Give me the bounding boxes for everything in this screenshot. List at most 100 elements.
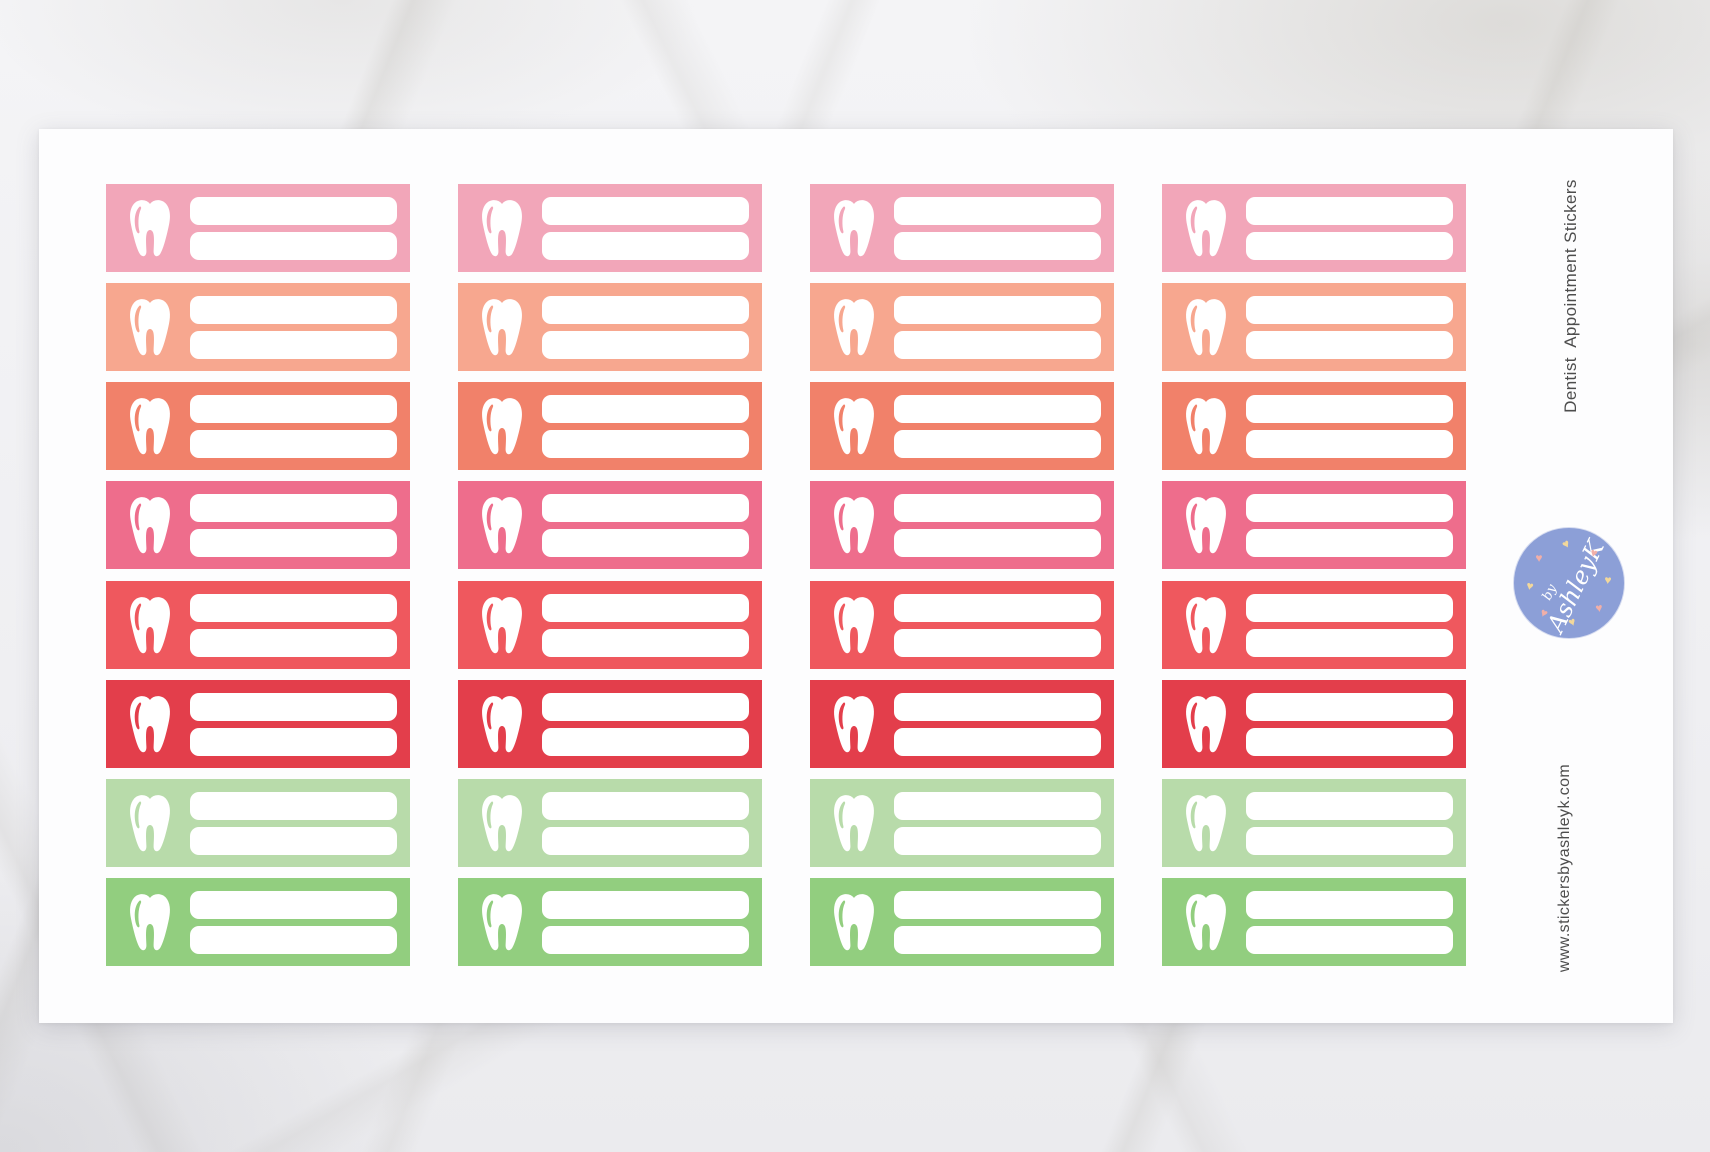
writing-line [894, 197, 1101, 225]
sticker-green-col2 [458, 878, 762, 967]
sticker-red-coral-col1 [106, 580, 410, 669]
writing-line [190, 331, 397, 360]
sticker-red-col2 [458, 679, 762, 768]
sticker-sheet: Dentist Appointment Stickers by AshleyK … [39, 129, 1673, 1023]
writing-line [542, 331, 749, 360]
writing-line [1246, 891, 1453, 920]
sticker-salmon-col2 [458, 283, 762, 372]
sticker-pink-col1 [106, 184, 410, 272]
writing-line [542, 791, 749, 820]
writing-line [1246, 926, 1453, 955]
writing-lines [894, 494, 1101, 564]
writing-line [894, 593, 1101, 622]
writing-lines [190, 791, 397, 862]
sticker-rose-col4 [1162, 481, 1466, 570]
writing-lines [894, 197, 1101, 267]
writing-lines [542, 692, 749, 763]
writing-line [190, 430, 397, 459]
writing-line [190, 232, 397, 260]
writing-line [542, 494, 749, 523]
tooth-icon [1186, 200, 1226, 257]
tooth-icon [1186, 497, 1226, 554]
writing-line [894, 331, 1101, 360]
writing-line [1246, 296, 1453, 325]
writing-line [894, 692, 1101, 721]
writing-line [542, 593, 749, 622]
writing-line [542, 628, 749, 657]
writing-line [190, 727, 397, 756]
tooth-icon [130, 596, 170, 653]
writing-line [894, 628, 1101, 657]
writing-line [1246, 727, 1453, 756]
sticker-red-col1 [106, 679, 410, 768]
writing-lines [542, 197, 749, 267]
writing-lines [542, 791, 749, 862]
writing-lines [1246, 692, 1453, 763]
sticker-red-col4 [1162, 679, 1466, 768]
writing-line [894, 296, 1101, 325]
sticker-rose-col3 [810, 481, 1114, 570]
writing-line [542, 395, 749, 424]
writing-line [190, 628, 397, 657]
sticker-grid [39, 129, 1673, 1023]
sticker-salmon-col3 [810, 283, 1114, 372]
writing-line [894, 926, 1101, 955]
tooth-icon [834, 398, 874, 455]
writing-line [894, 727, 1101, 756]
writing-line [1246, 692, 1453, 721]
tooth-icon [482, 794, 522, 852]
writing-line [894, 891, 1101, 920]
writing-line [1246, 197, 1453, 225]
writing-lines [190, 494, 397, 564]
writing-lines [894, 692, 1101, 763]
sheet-website: www.stickersbyashleyk.com [1556, 763, 1573, 973]
tooth-icon [130, 200, 170, 257]
writing-lines [190, 296, 397, 366]
writing-line [542, 430, 749, 459]
heart-icon: ♥ [1603, 572, 1612, 587]
writing-line [190, 296, 397, 325]
sticker-red-coral-col3 [810, 580, 1114, 669]
heart-icon: ♥ [1594, 600, 1604, 616]
writing-lines [1246, 395, 1453, 465]
writing-line [894, 791, 1101, 820]
tooth-icon [130, 894, 170, 951]
writing-line [1246, 430, 1453, 459]
writing-line [1246, 232, 1453, 260]
writing-line [190, 692, 397, 721]
writing-line [542, 926, 749, 955]
writing-line [1246, 331, 1453, 360]
writing-line [1246, 395, 1453, 424]
tooth-icon [130, 794, 170, 852]
writing-line [894, 529, 1101, 558]
sticker-light-green-col2 [458, 778, 762, 867]
sticker-coral-col1 [106, 382, 410, 471]
writing-lines [542, 891, 749, 961]
writing-line [1246, 791, 1453, 820]
tooth-icon [1186, 596, 1226, 653]
tooth-icon [482, 894, 522, 951]
writing-lines [894, 791, 1101, 862]
tooth-icon [130, 398, 170, 455]
tooth-icon [1186, 894, 1226, 951]
writing-line [894, 494, 1101, 523]
writing-line [1246, 593, 1453, 622]
tooth-icon [834, 497, 874, 554]
tooth-icon [130, 299, 170, 356]
writing-lines [542, 296, 749, 366]
writing-line [894, 430, 1101, 459]
writing-lines [1246, 197, 1453, 267]
tooth-icon [1186, 299, 1226, 356]
sticker-salmon-col4 [1162, 283, 1466, 372]
writing-line [190, 197, 397, 225]
writing-line [190, 891, 397, 920]
writing-lines [542, 494, 749, 564]
writing-lines [1246, 791, 1453, 862]
writing-line [542, 232, 749, 260]
sticker-coral-col2 [458, 382, 762, 471]
tooth-icon [482, 200, 522, 257]
sticker-light-green-col4 [1162, 778, 1466, 867]
sheet-title: Dentist Appointment Stickers [1561, 179, 1580, 413]
heart-icon: ♥ [1535, 550, 1543, 565]
